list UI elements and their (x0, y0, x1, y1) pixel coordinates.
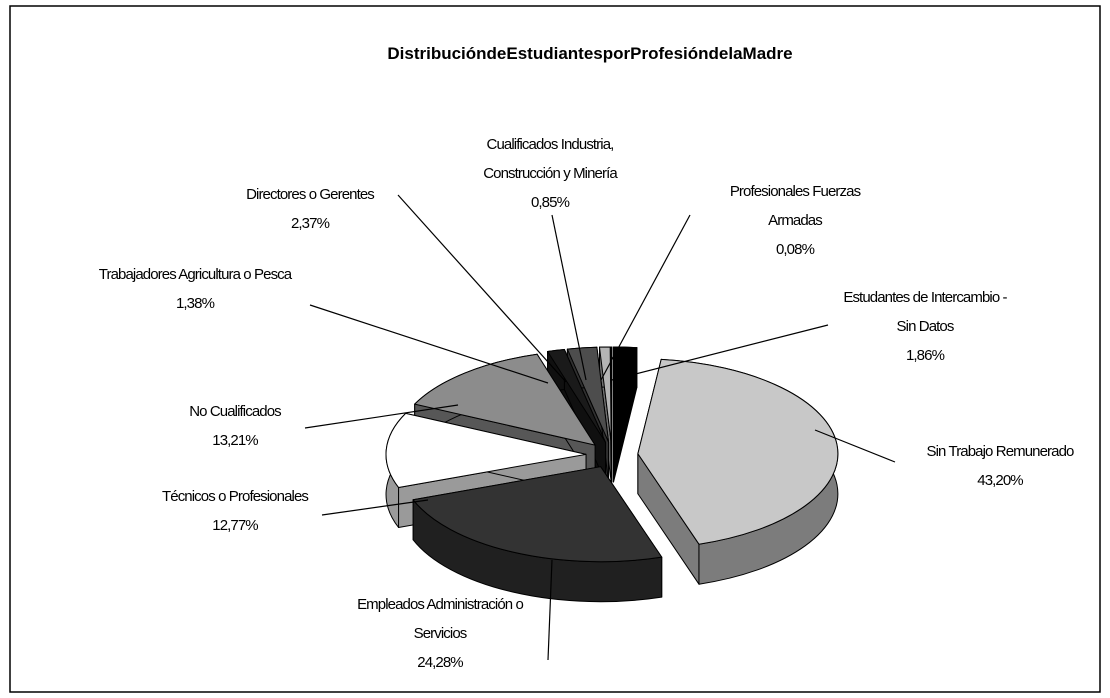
slice (637, 358, 839, 545)
chart-title: DistribucióndeEstudiantesporProfesióndel… (387, 44, 793, 63)
value-label: 43,20% (977, 472, 1023, 489)
category-label: Técnicos o Profesionales (162, 488, 309, 505)
leader-line (397, 194, 567, 383)
slice (598, 346, 612, 443)
value-label: 0,08% (775, 241, 815, 258)
value-label: 13,21% (212, 432, 258, 449)
slice (414, 353, 596, 446)
slice-label: Trabajadores Agricultura o Pesca 1,38% (95, 260, 295, 318)
value-label: 1,86% (905, 347, 945, 364)
leader-line (547, 559, 553, 661)
slice-label: Sin Trabajo Remunerado 43,20% (870, 437, 1110, 495)
category-label: Empleados Administración o Servicios (357, 596, 524, 642)
leader-line (551, 214, 587, 381)
category-label: Sin Trabajo Remunerado (926, 443, 1075, 460)
slice-label: No Cualificados 13,21% (105, 397, 365, 455)
value-label: 2,37% (290, 215, 330, 232)
leader-line (304, 404, 459, 429)
leader-line (814, 429, 896, 463)
slice-label: Técnicos o Profesionales 12,77% (105, 482, 365, 540)
slice-label: Estudantes de Intercambio - Sin Datos 1,8… (838, 283, 1013, 370)
leader-line (321, 499, 429, 516)
slice (566, 346, 610, 443)
category-label: Directores o Gerentes (246, 186, 375, 203)
category-label: No Cualificados (189, 403, 281, 420)
value-label: 1,38% (175, 295, 215, 312)
leader-line (309, 304, 549, 384)
slice (547, 348, 607, 443)
leader-line (600, 214, 691, 381)
category-label: Estudantes de Intercambio - Sin Datos (843, 289, 1007, 335)
slice-label: Profesionales Fuerzas Armadas 0,08% (715, 177, 875, 264)
slice (610, 346, 613, 443)
slice-label: Cualificados Industria, Construcción y M… (460, 130, 640, 217)
slice (385, 412, 587, 488)
category-label: Cualificados Industria, Construcción y M… (483, 136, 617, 182)
slice (412, 466, 663, 563)
category-label: Trabajadores Agricultura o Pesca (98, 266, 292, 283)
leader-line (611, 324, 829, 381)
category-label: Profesionales Fuerzas Armadas (729, 183, 861, 229)
value-label: 12,77% (212, 517, 258, 534)
slice-label: Empleados Administración o Servicios 24,2… (348, 590, 533, 677)
slice-label: Directores o Gerentes 2,37% (180, 180, 440, 238)
slice (613, 346, 638, 443)
value-label: 24,28% (417, 654, 463, 671)
value-label: 0,85% (530, 194, 570, 211)
